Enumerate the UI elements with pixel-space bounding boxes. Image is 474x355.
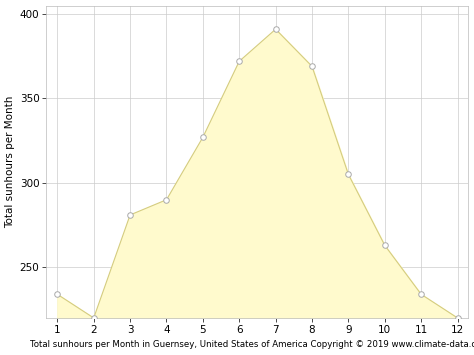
X-axis label: Total sunhours per Month in Guernsey, United States of America Copyright © 2019 : Total sunhours per Month in Guernsey, Un… [30, 340, 474, 349]
Y-axis label: Total sunhours per Month: Total sunhours per Month [6, 95, 16, 228]
